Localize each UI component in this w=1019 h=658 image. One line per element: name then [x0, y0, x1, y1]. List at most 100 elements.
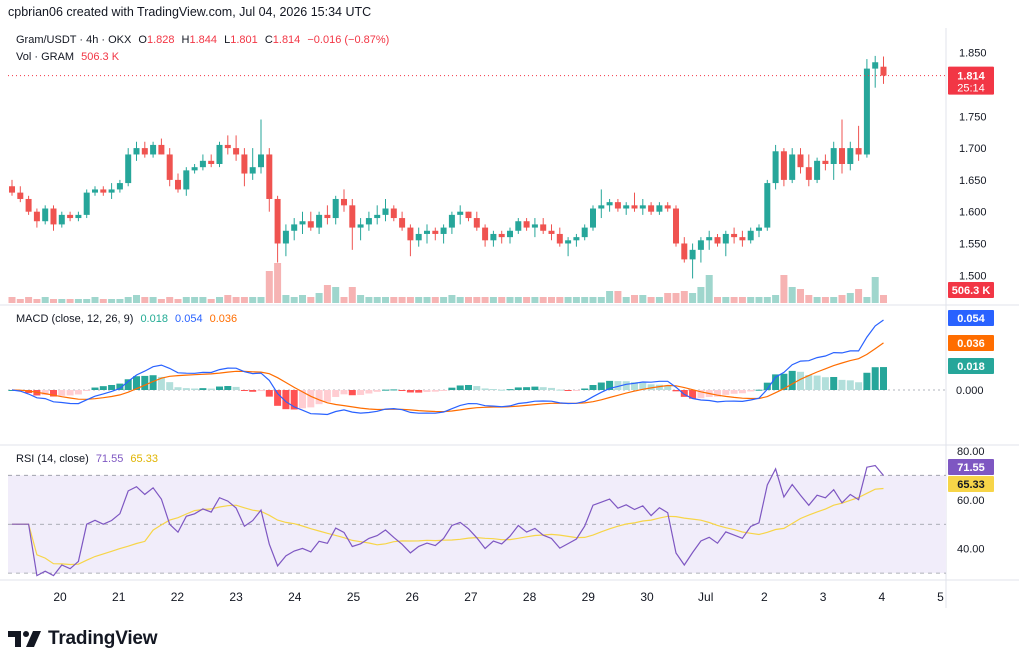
candle-body — [681, 243, 688, 260]
macd-legend: MACD (close, 12, 26, 9) 0.018 0.054 0.03… — [16, 313, 241, 325]
candle-body — [17, 192, 24, 199]
volume-bar — [66, 299, 74, 303]
candle-body — [490, 233, 497, 241]
x-axis-tick: 24 — [288, 590, 302, 604]
volume-bar — [523, 297, 531, 303]
volume-bar — [240, 297, 248, 303]
price-axis-tick: 1.550 — [959, 238, 987, 250]
candle-body — [175, 179, 181, 190]
rsi-ma-line — [12, 487, 884, 566]
macd-histogram-bar — [348, 390, 356, 396]
rsi-label[interactable]: RSI (14, close) — [16, 453, 89, 465]
candle-body — [233, 148, 240, 155]
chart-canvas[interactable]: 1.8501.8001.7501.7001.6501.6001.5501.500… — [0, 0, 1019, 615]
macd-histogram-bar — [880, 367, 887, 390]
volume-bar — [871, 277, 879, 303]
macd-histogram-bar — [531, 386, 539, 390]
volume-bar — [465, 297, 472, 303]
price-axis-tick: 1.600 — [959, 207, 987, 219]
macd-histogram-bar — [41, 390, 49, 396]
volume-bar — [730, 297, 738, 303]
volume-bar — [406, 297, 414, 303]
volume-bar — [664, 293, 672, 303]
candle-body — [58, 214, 65, 225]
macd-histogram-bar — [589, 385, 597, 390]
macd-histogram-bar — [606, 380, 614, 390]
volume-bar — [581, 297, 589, 303]
candle-body — [764, 183, 771, 228]
candle-body — [216, 144, 223, 164]
macd-line — [11, 319, 884, 416]
macd-histogram-bar — [406, 390, 414, 393]
macd-histogram-bar — [747, 390, 755, 392]
candle-body — [631, 205, 638, 209]
volume-bar — [431, 297, 439, 303]
candle-body — [258, 154, 264, 168]
candle-body — [407, 227, 414, 241]
candle-body — [415, 233, 422, 241]
volume-bar — [572, 297, 580, 303]
tradingview-logo[interactable]: TradingView — [8, 628, 158, 650]
candle-body — [440, 227, 447, 234]
volume-label[interactable]: Vol · GRAM — [16, 51, 75, 63]
candle-body — [125, 154, 132, 184]
candle-body — [573, 237, 580, 241]
x-axis-tick: 28 — [523, 590, 537, 604]
macd-histogram-bar — [597, 382, 605, 390]
candle-body — [473, 218, 480, 228]
volume-bar — [714, 297, 721, 303]
candle-body — [67, 214, 74, 219]
macd-histogram-bar — [788, 370, 796, 390]
macd-histogram-bar — [548, 387, 555, 390]
macd-histogram-bar — [481, 388, 489, 390]
macd-histogram-bar — [431, 390, 439, 392]
macd-histogram-bar — [332, 390, 340, 397]
volume-bar — [448, 295, 456, 303]
candle-body — [606, 202, 613, 206]
macd-histogram-bar — [722, 390, 730, 395]
volume-tag: 506.3 K — [952, 285, 991, 297]
macd-histogram-bar — [498, 389, 506, 391]
macd-histogram-bar — [265, 390, 273, 397]
candle-body — [482, 227, 489, 241]
candle-body — [241, 154, 248, 174]
volume-bar — [797, 289, 804, 303]
candle-body — [507, 230, 513, 238]
volume-bar — [722, 297, 730, 303]
rsi-ma-tag-bg — [948, 476, 994, 492]
macd-histogram-bar — [689, 390, 697, 399]
volume-bar — [473, 297, 481, 303]
candle-body — [747, 230, 754, 241]
volume-bar — [232, 297, 240, 303]
macd-histogram-bar — [274, 390, 282, 406]
volume-bar — [880, 295, 887, 303]
candle-body — [9, 186, 15, 193]
candle-body — [83, 192, 90, 215]
macd-histogram-bar — [66, 390, 74, 396]
candle-body — [457, 211, 464, 215]
candle-body — [847, 148, 854, 164]
macd-histogram-bar — [340, 390, 348, 395]
symbol-label[interactable]: Gram/USDT · 4h · OKX — [16, 34, 132, 46]
candle-body — [805, 167, 812, 180]
macd-hist-value: 0.018 — [140, 313, 168, 325]
rsi-ma-value: 65.33 — [130, 453, 158, 465]
price-axis-tick: 1.750 — [959, 111, 987, 123]
volume-bar — [282, 295, 290, 303]
macd-histogram-bar — [473, 386, 481, 390]
volume-bar — [631, 295, 638, 303]
macd-histogram-bar — [863, 372, 871, 390]
candle-body — [365, 218, 372, 225]
volume-bar — [548, 297, 555, 303]
x-axis-tick: 23 — [229, 590, 243, 604]
volume-bar — [863, 297, 871, 303]
candle-body — [515, 221, 522, 231]
volume-bar — [697, 287, 705, 303]
candle-body — [498, 233, 505, 238]
price-legend: Gram/USDT · 4h · OKX O1.828 H1.844 L1.80… — [16, 34, 393, 46]
candle-body — [291, 224, 298, 231]
macd-histogram-bar — [456, 385, 464, 390]
volume-bar — [639, 295, 647, 303]
volume-bar — [456, 297, 464, 303]
macd-label[interactable]: MACD (close, 12, 26, 9) — [16, 313, 134, 325]
